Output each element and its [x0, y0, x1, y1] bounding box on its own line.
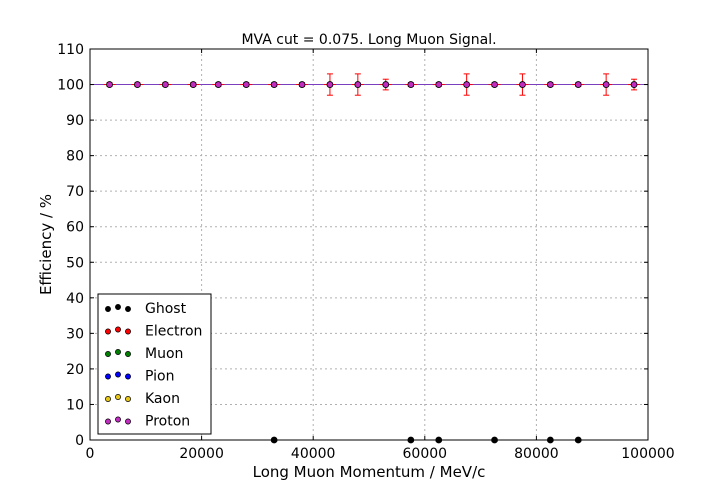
x-tick-label: 20000	[179, 446, 224, 462]
data-point-proton	[435, 81, 443, 88]
legend-label-muon: Muon	[145, 346, 183, 362]
legend-box	[97, 293, 212, 435]
data-point-proton	[189, 81, 197, 88]
y-tick-label: 50	[66, 255, 84, 271]
data-point-proton	[519, 81, 526, 88]
data-point-proton	[491, 81, 498, 88]
y-tick-label: 20	[66, 362, 84, 378]
legend-marker-electron	[115, 326, 121, 333]
legend-marker-muon	[125, 351, 131, 357]
data-point-proton	[242, 81, 250, 88]
y-tick-label: 40	[66, 291, 84, 307]
data-point-proton	[382, 81, 390, 88]
legend-marker-proton	[115, 416, 121, 423]
legend-marker-pion	[105, 373, 111, 380]
y-axis-title: Efficiency / %	[37, 194, 55, 295]
legend-marker-muon	[105, 351, 111, 357]
data-point-proton	[214, 81, 222, 88]
legend-marker-kaon	[125, 396, 131, 402]
legend-marker-pion	[125, 373, 131, 380]
data-point-proton	[326, 81, 334, 88]
legend-label-kaon: Kaon	[145, 391, 180, 407]
legend-marker-proton	[125, 418, 131, 425]
data-point-proton	[463, 81, 471, 88]
x-tick-label: 40000	[291, 446, 336, 462]
legend-marker-kaon	[105, 396, 111, 402]
y-tick-label: 10	[66, 397, 84, 413]
data-point-proton	[161, 81, 169, 88]
legend-label-ghost: Ghost	[145, 301, 187, 317]
x-tick-label: 80000	[514, 446, 559, 462]
y-tick-label: 70	[66, 184, 84, 200]
data-point-proton	[546, 81, 554, 88]
y-tick-label: 110	[57, 42, 84, 58]
legend: Ghost Electron Muon Pion Kaon Proton	[97, 293, 212, 435]
data-point-proton	[407, 81, 415, 88]
y-tick-label: 80	[66, 149, 84, 165]
data-point-proton	[354, 81, 362, 88]
x-axis-title: Long Muon Momentum / MeV/c	[253, 463, 486, 481]
y-tick-label: 0	[75, 433, 84, 449]
plot-frame	[89, 48, 649, 441]
legend-label-electron: Electron	[145, 324, 202, 340]
y-tick-label: 100	[57, 78, 84, 94]
legend-label-proton: Proton	[145, 414, 190, 430]
legend-marker-proton	[105, 418, 111, 425]
y-tick-label: 90	[66, 113, 84, 129]
legend-marker-pion	[115, 371, 121, 378]
data-point-proton	[574, 81, 582, 88]
legend-marker-ghost	[125, 306, 131, 312]
x-tick-label: 0	[86, 446, 95, 462]
legend-marker-ghost	[105, 306, 111, 312]
y-tick-label: 30	[66, 326, 84, 342]
legend-marker-kaon	[115, 394, 121, 400]
data-point-proton	[602, 81, 610, 88]
legend-label-pion: Pion	[145, 369, 174, 385]
legend-marker-electron	[125, 328, 131, 335]
data-point-proton	[106, 81, 113, 88]
data-point-proton	[298, 81, 306, 88]
x-tick-label: 100000	[621, 446, 674, 462]
data-point-proton	[630, 81, 638, 88]
data-point-proton	[134, 81, 141, 88]
data-points	[103, 73, 641, 444]
x-tick-label: 60000	[403, 446, 448, 462]
legend-marker-electron	[105, 328, 111, 335]
axis-ticks: 0 20000 40000 60000 80000 100000 0 10 20 30 40 50 60…	[57, 42, 674, 462]
y-tick-label: 60	[66, 220, 84, 236]
data-point-proton	[270, 81, 278, 88]
legend-marker-ghost	[115, 304, 121, 310]
legend-marker-muon	[115, 349, 121, 355]
chart-title: MVA cut = 0.075. Long Muon Signal.	[241, 32, 496, 48]
